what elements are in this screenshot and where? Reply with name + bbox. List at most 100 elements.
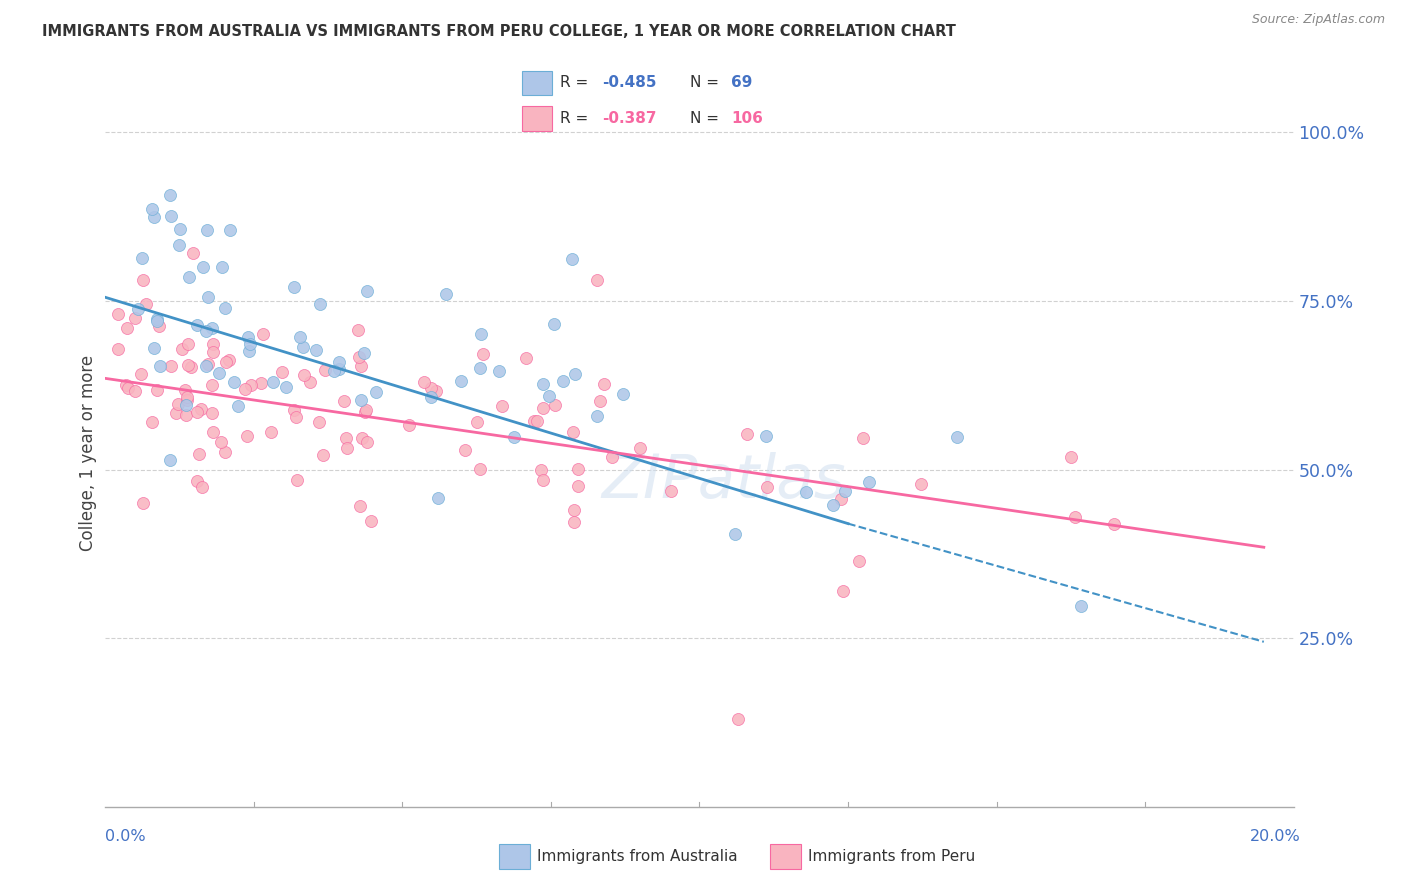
Point bbox=[356, 285, 378, 299]
Point bbox=[567, 461, 589, 475]
Point bbox=[628, 441, 651, 455]
Point bbox=[176, 390, 198, 404]
Point bbox=[589, 393, 612, 408]
Point bbox=[852, 431, 875, 445]
Point bbox=[160, 209, 183, 223]
Point bbox=[131, 252, 153, 266]
Point bbox=[195, 324, 218, 338]
Point bbox=[238, 344, 260, 359]
Point bbox=[470, 326, 492, 341]
Point bbox=[531, 401, 554, 415]
Point bbox=[450, 375, 472, 389]
Point bbox=[142, 210, 165, 224]
Point bbox=[585, 273, 607, 287]
Point bbox=[412, 375, 434, 389]
Text: Source: ZipAtlas.com: Source: ZipAtlas.com bbox=[1251, 13, 1385, 26]
Point bbox=[848, 554, 870, 568]
Point bbox=[236, 429, 259, 443]
Point bbox=[131, 496, 153, 510]
Point bbox=[252, 327, 274, 342]
Point bbox=[291, 340, 314, 354]
Point bbox=[586, 409, 609, 423]
Y-axis label: College, 1 year or more: College, 1 year or more bbox=[79, 355, 97, 550]
Text: 106: 106 bbox=[731, 111, 762, 126]
Point bbox=[285, 473, 308, 487]
Point bbox=[530, 463, 553, 477]
Text: 0.0%: 0.0% bbox=[105, 830, 146, 844]
Point bbox=[502, 429, 524, 443]
Point bbox=[176, 359, 198, 373]
Point bbox=[141, 415, 163, 429]
Point bbox=[858, 475, 880, 489]
Point bbox=[197, 289, 219, 303]
Point bbox=[218, 353, 240, 368]
Point bbox=[1104, 517, 1126, 532]
Point bbox=[201, 378, 224, 392]
Point bbox=[167, 238, 190, 252]
Point bbox=[214, 445, 236, 459]
Point bbox=[353, 346, 375, 360]
Point bbox=[195, 359, 218, 374]
Point bbox=[132, 273, 155, 287]
Point bbox=[612, 387, 634, 401]
Point bbox=[211, 260, 233, 274]
Point bbox=[283, 403, 305, 417]
Point bbox=[283, 280, 305, 294]
Point bbox=[356, 402, 378, 417]
Point bbox=[159, 453, 181, 467]
Point bbox=[172, 342, 194, 356]
Point bbox=[148, 318, 170, 333]
Point bbox=[191, 260, 214, 275]
Point bbox=[543, 317, 565, 331]
Point bbox=[195, 223, 218, 237]
Point bbox=[323, 364, 346, 378]
Point bbox=[226, 399, 249, 413]
Point bbox=[236, 329, 259, 343]
Point bbox=[335, 431, 357, 445]
Point bbox=[551, 375, 574, 389]
Point bbox=[515, 351, 537, 366]
Point bbox=[821, 498, 844, 512]
Point bbox=[249, 376, 271, 391]
Point bbox=[567, 479, 589, 493]
Point bbox=[173, 383, 195, 397]
Text: ZIPatlas: ZIPatlas bbox=[600, 451, 845, 510]
Point bbox=[1064, 509, 1087, 524]
Point bbox=[276, 380, 298, 394]
Point bbox=[419, 390, 441, 404]
Point bbox=[349, 393, 371, 408]
Point bbox=[176, 392, 198, 407]
Point bbox=[174, 408, 197, 422]
Point bbox=[564, 368, 586, 382]
Point bbox=[208, 366, 231, 380]
Point bbox=[352, 431, 374, 445]
Point bbox=[346, 323, 368, 337]
Point bbox=[755, 429, 778, 443]
Point bbox=[131, 367, 153, 381]
Point bbox=[333, 394, 356, 409]
Point bbox=[117, 380, 139, 394]
Point bbox=[160, 359, 183, 373]
Point bbox=[350, 359, 373, 373]
Point bbox=[946, 430, 969, 444]
Point bbox=[531, 377, 554, 392]
Point bbox=[531, 473, 554, 487]
Point bbox=[117, 321, 139, 335]
Text: N =: N = bbox=[690, 76, 718, 90]
Point bbox=[187, 447, 209, 461]
Point bbox=[201, 406, 224, 420]
Point bbox=[292, 368, 315, 383]
Point bbox=[239, 337, 262, 351]
Point bbox=[309, 296, 332, 310]
Point bbox=[796, 485, 818, 500]
Point bbox=[831, 584, 853, 599]
FancyBboxPatch shape bbox=[522, 106, 553, 130]
Point bbox=[335, 441, 357, 455]
Point bbox=[197, 358, 219, 372]
Point bbox=[562, 425, 585, 439]
Point bbox=[353, 405, 375, 419]
Point bbox=[271, 366, 294, 380]
Point bbox=[262, 375, 284, 389]
Point bbox=[328, 362, 350, 376]
Point bbox=[834, 484, 856, 499]
